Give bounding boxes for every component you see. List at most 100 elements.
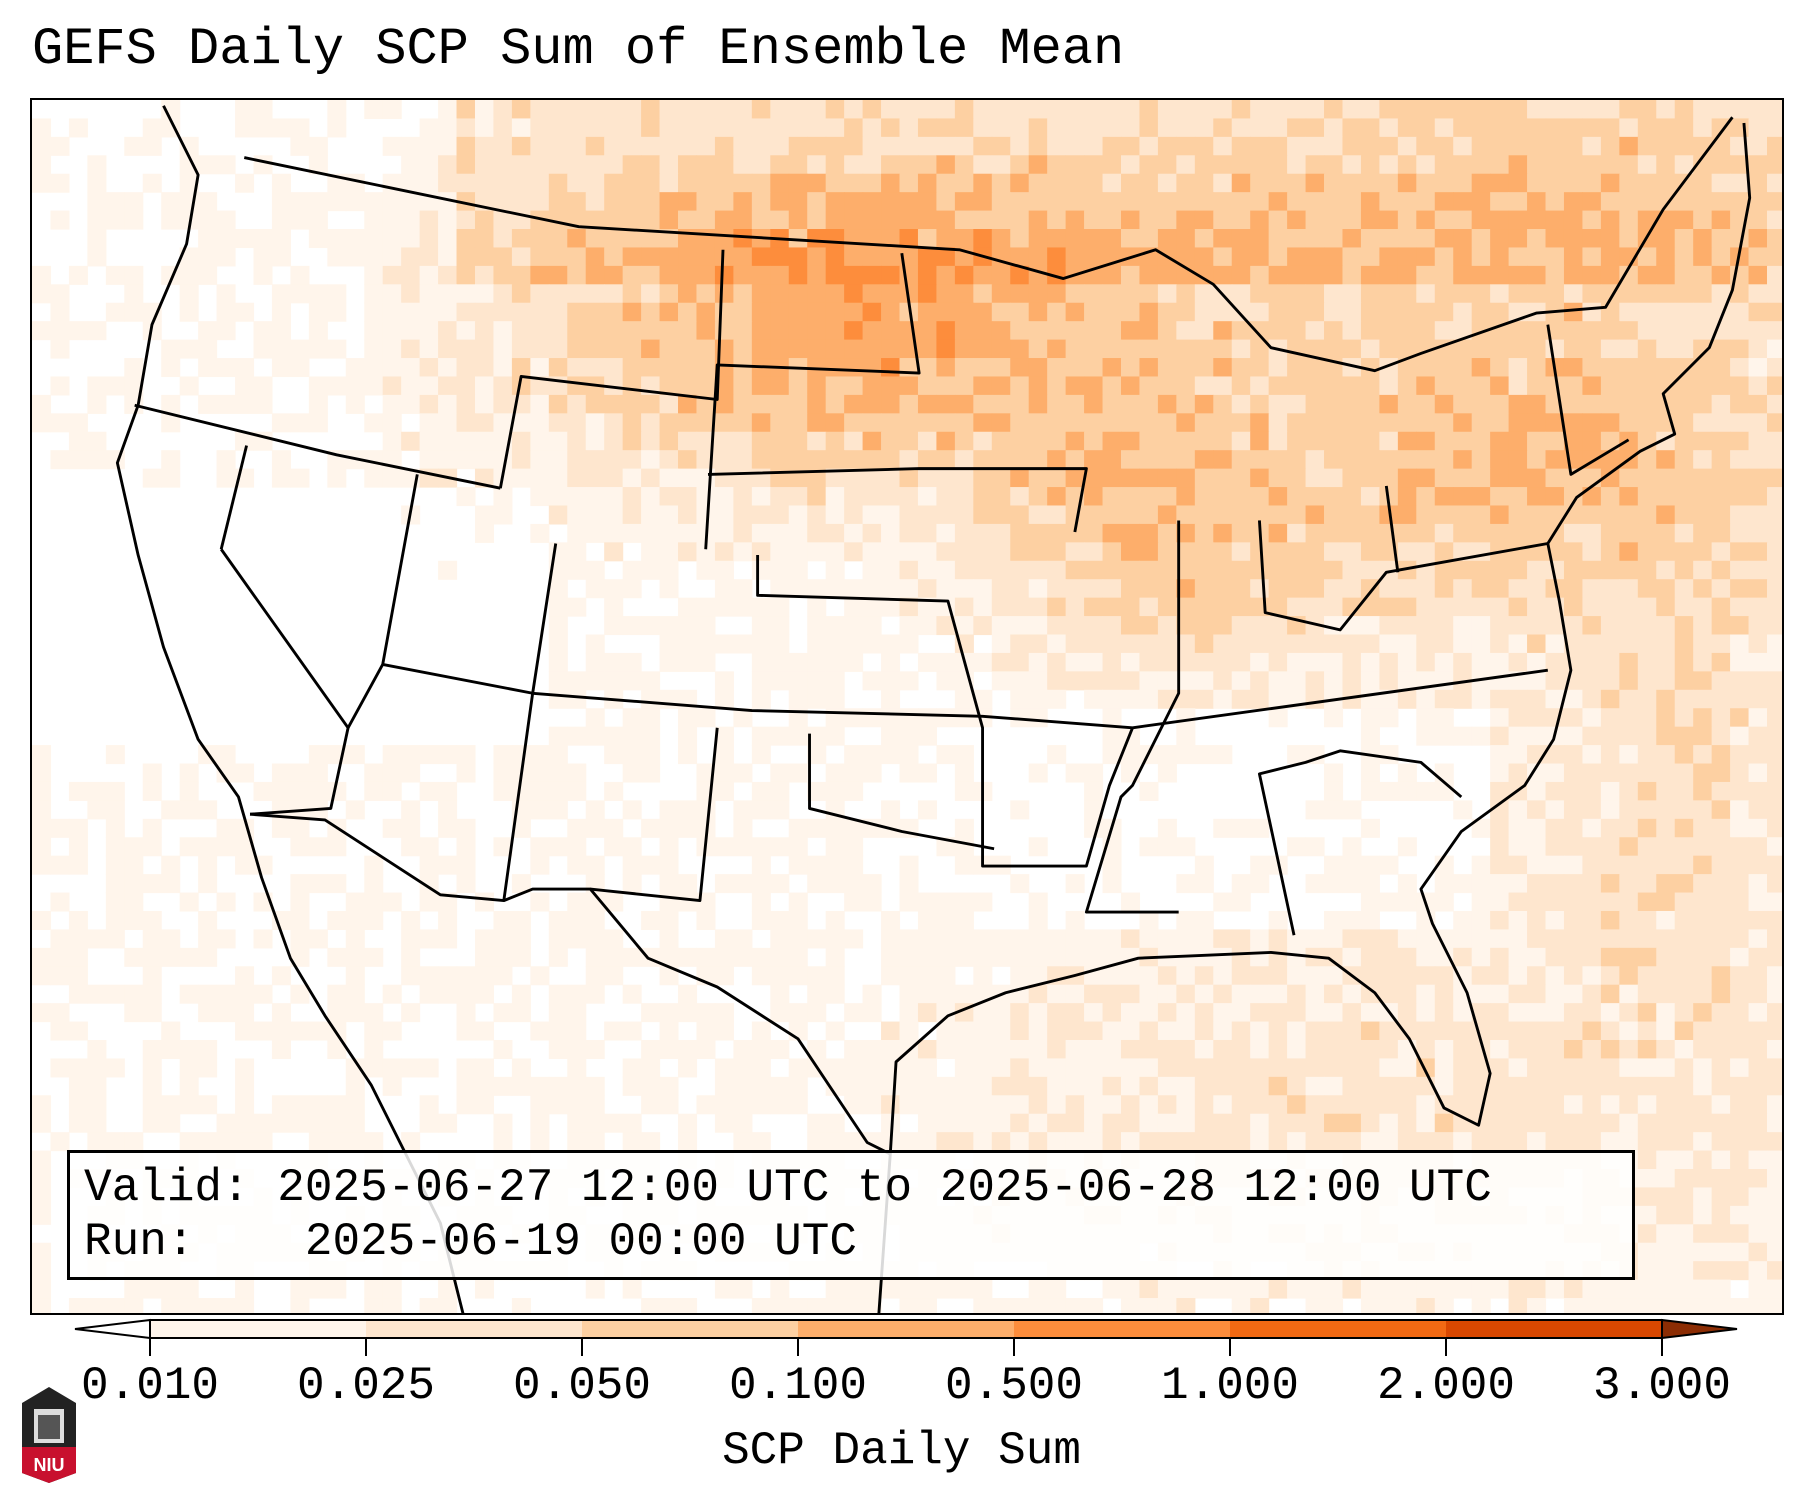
scp-cell xyxy=(1139,192,1159,212)
scp-cell xyxy=(1342,579,1362,599)
scp-cell xyxy=(1693,265,1713,285)
scp-cell xyxy=(1157,1021,1177,1041)
scp-cell xyxy=(1767,284,1782,304)
scp-cell xyxy=(936,284,956,304)
scp-cell xyxy=(1619,100,1639,120)
scp-cell xyxy=(1434,929,1454,949)
scp-cell xyxy=(862,1039,882,1059)
scp-cell xyxy=(1711,1058,1731,1078)
scp-cell xyxy=(1139,302,1159,322)
scp-cell xyxy=(1324,763,1344,783)
scp-cell xyxy=(124,910,144,930)
scp-cell xyxy=(1674,468,1694,488)
scp-cell xyxy=(1767,136,1782,156)
scp-cell xyxy=(1508,1113,1528,1133)
scp-cell xyxy=(1028,1039,1048,1059)
scp-cell xyxy=(456,394,476,414)
scp-cell xyxy=(862,616,882,636)
scp-cell xyxy=(1600,505,1620,525)
scp-cell xyxy=(1231,1113,1251,1133)
scp-cell xyxy=(604,229,624,249)
scp-cell xyxy=(1139,431,1159,451)
scp-cell xyxy=(733,597,753,617)
scp-cell xyxy=(1047,229,1067,249)
scp-cell xyxy=(142,837,162,857)
scp-cell xyxy=(50,818,70,838)
scp-cell xyxy=(751,100,771,120)
scp-cell xyxy=(862,671,882,691)
scp-cell xyxy=(1360,708,1380,728)
scp-cell xyxy=(401,800,421,820)
scp-cell xyxy=(401,358,421,378)
scp-cell xyxy=(1527,1279,1547,1299)
scp-cell xyxy=(899,671,919,691)
scp-cell xyxy=(917,247,937,267)
scp-cell xyxy=(87,929,107,949)
scp-cell xyxy=(1139,689,1159,709)
scp-cell xyxy=(179,284,199,304)
scp-cell xyxy=(1139,284,1159,304)
scp-cell xyxy=(1730,1132,1750,1152)
scp-cell xyxy=(1231,505,1251,525)
scp-cell xyxy=(1508,984,1528,1004)
scp-cell xyxy=(604,487,624,507)
scp-cell xyxy=(1194,394,1214,414)
scp-cell xyxy=(161,1095,181,1115)
scp-cell xyxy=(142,929,162,949)
scp-cell xyxy=(364,1132,384,1152)
scp-cell xyxy=(751,855,771,875)
scp-cell xyxy=(788,1058,808,1078)
scp-cell xyxy=(714,1076,734,1096)
scp-cell xyxy=(936,394,956,414)
scp-cell xyxy=(807,394,827,414)
scp-cell xyxy=(419,265,439,285)
scp-cell xyxy=(1582,413,1602,433)
scp-cell xyxy=(1730,1205,1750,1225)
colorbar-tick xyxy=(365,1338,367,1356)
scp-cell xyxy=(1305,155,1325,175)
scp-cell xyxy=(68,265,88,285)
scp-cell xyxy=(1674,818,1694,838)
scp-cell xyxy=(825,1021,845,1041)
scp-cell xyxy=(991,947,1011,967)
colorbar-over-arrow xyxy=(1661,1318,1738,1340)
scp-cell xyxy=(1508,1058,1528,1078)
scp-cell xyxy=(1360,155,1380,175)
scp-cell xyxy=(1471,634,1491,654)
scp-cell xyxy=(1656,542,1676,562)
scp-cell xyxy=(511,321,531,341)
scp-cell xyxy=(1047,523,1067,543)
scp-cell xyxy=(1213,1076,1233,1096)
scp-cell xyxy=(1471,265,1491,285)
scp-cell xyxy=(1324,984,1344,1004)
scp-cell xyxy=(917,192,937,212)
scp-cell xyxy=(1508,100,1528,120)
scp-cell xyxy=(161,947,181,967)
scp-cell xyxy=(1287,929,1307,949)
scp-cell xyxy=(1065,523,1085,543)
scp-cell xyxy=(105,745,125,765)
scp-cell xyxy=(1360,966,1380,986)
scp-cell xyxy=(1250,1021,1270,1041)
scp-cell xyxy=(474,984,495,1004)
scp-cell xyxy=(825,671,845,691)
scp-cell xyxy=(936,265,956,285)
scp-cell xyxy=(1527,837,1547,857)
scp-cell xyxy=(1434,1113,1454,1133)
scp-cell xyxy=(825,726,845,746)
scp-cell xyxy=(1674,155,1694,175)
scp-cell xyxy=(1194,1039,1214,1059)
scp-cell xyxy=(235,1132,255,1152)
scp-cell xyxy=(1360,1003,1380,1023)
scp-cell xyxy=(844,173,864,193)
scp-cell xyxy=(659,413,679,433)
scp-cell xyxy=(936,302,956,322)
scp-cell xyxy=(1508,358,1528,378)
scp-cell xyxy=(1767,726,1782,746)
scp-cell xyxy=(622,155,642,175)
scp-cell xyxy=(1194,523,1214,543)
scp-cell xyxy=(1600,468,1620,488)
scp-cell xyxy=(714,1003,734,1023)
scp-cell xyxy=(954,302,974,322)
scp-cell xyxy=(1305,597,1325,617)
